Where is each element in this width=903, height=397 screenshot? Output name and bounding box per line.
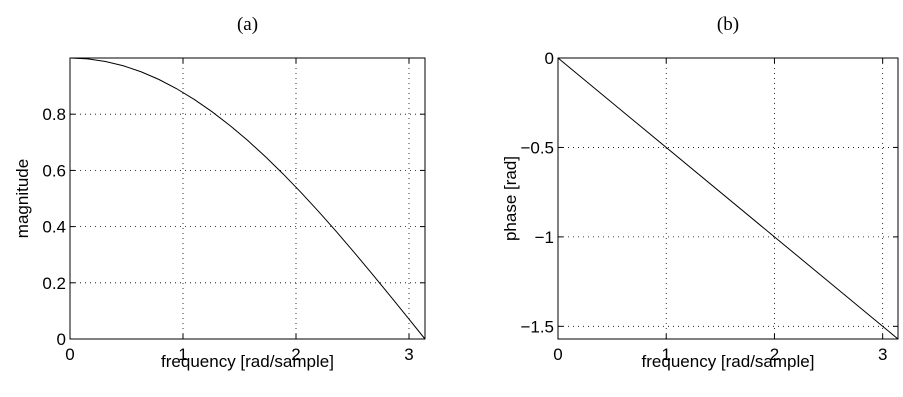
panel-b-y-tick-label-3: 0 <box>545 49 554 68</box>
panel-a-title: (a) <box>237 14 258 35</box>
panel-a-axes-frame <box>69 57 426 340</box>
panel-b-y-tick-label-0: −1.5 <box>520 317 554 336</box>
panel-a-x-tick-label-3: 3 <box>404 345 413 364</box>
panel-b-y-tick-label-1: −1 <box>535 228 554 247</box>
panel-b-x-axis-label: frequency [rad/sample] <box>642 352 815 371</box>
panel-b-y-tick-label-2: −0.5 <box>520 138 554 157</box>
panel-b-x-tick-label-1: 1 <box>661 345 670 364</box>
panel-b-x-tick-label-0: 0 <box>553 345 562 364</box>
panel-a-y-tick-label-1: 0.2 <box>42 274 66 293</box>
panel-a-x-tick-label-0: 0 <box>65 345 74 364</box>
panel-a-y-axis-label: magnitude <box>13 159 32 238</box>
panel-b-y-axis-label: phase [rad] <box>501 156 520 241</box>
panel-a-x-axis-label: frequency [rad/sample] <box>161 352 334 371</box>
panel-a-series-line-0 <box>69 57 426 340</box>
panel-b-x-tick-label-3: 3 <box>878 345 887 364</box>
panel-a-y-tick-label-3: 0.6 <box>42 161 66 180</box>
panel-b-series-line-0 <box>557 57 899 340</box>
panel-a-y-tick-label-0: 0 <box>57 330 66 349</box>
panel-b-title: (b) <box>717 14 739 35</box>
panel-b-phase-plot: (b) 0 1 2 3 −1.5 −1 −0.5 0 frequency [rad/sample]… <box>501 14 899 371</box>
panel-a-y-tick-label-2: 0.4 <box>42 218 66 237</box>
panel-a-x-tick-label-2: 2 <box>291 345 300 364</box>
panel-b-axes-frame <box>557 57 899 340</box>
panel-a-magnitude-plot: (a) 0 1 2 3 0 0.2 0.4 0.6 0.8 frequency [rad/sampl… <box>13 14 426 371</box>
panel-b-x-tick-label-2: 2 <box>770 345 779 364</box>
panel-a-x-tick-label-1: 1 <box>178 345 187 364</box>
panel-a-y-tick-label-4: 0.8 <box>42 105 66 124</box>
